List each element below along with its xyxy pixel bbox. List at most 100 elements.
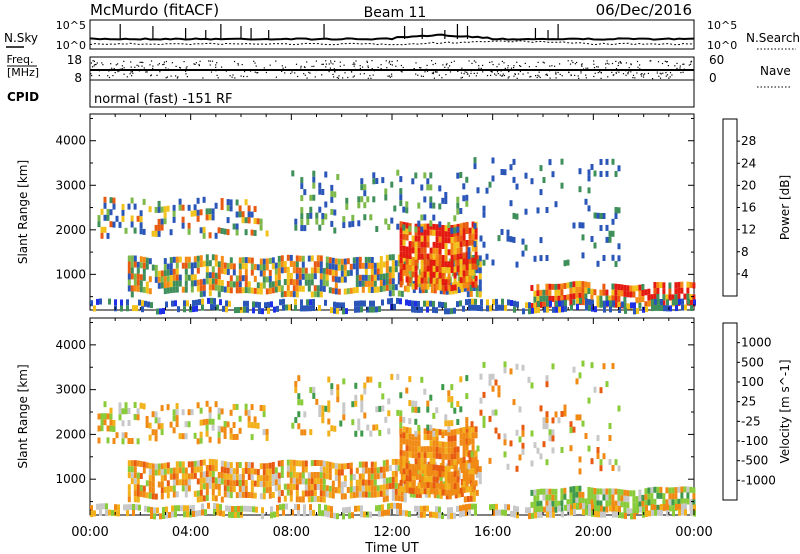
heatmap-cell [199, 495, 203, 502]
heatmap-cell [447, 222, 451, 228]
nave-dot [165, 77, 167, 79]
heatmap-cell [405, 201, 409, 208]
heatmap-cell [361, 491, 365, 498]
heatmap-cell [321, 405, 325, 412]
heatmap-cell [405, 451, 409, 458]
heatmap-cell [259, 405, 263, 411]
heatmap-cell [187, 473, 191, 480]
heatmap-cell [166, 269, 170, 276]
heatmap-cell [186, 511, 189, 518]
heatmap-cell [397, 272, 401, 279]
heatmap-cell [569, 299, 573, 306]
heatmap-cell [456, 446, 460, 453]
heatmap-cell [282, 304, 285, 311]
heatmap-cell [289, 465, 293, 472]
heatmap-cell [429, 470, 433, 477]
heatmap-cell [417, 505, 420, 512]
heatmap-cell [462, 282, 466, 289]
nave-dot [644, 73, 646, 75]
heatmap-cell [201, 298, 204, 305]
heatmap-cell [211, 278, 215, 285]
heatmap-cell [444, 489, 448, 496]
heatmap-cell [156, 507, 159, 514]
heatmap-cell [462, 469, 466, 475]
heatmap-cell [250, 474, 254, 481]
heatmap-cell [367, 280, 371, 287]
heatmap-cell [396, 223, 400, 230]
heatmap-cell [309, 206, 313, 213]
heatmap-cell [100, 226, 104, 233]
heatmap-cell [238, 287, 242, 294]
heatmap-cell [391, 476, 395, 483]
nave-dot [666, 61, 668, 63]
nave-dot [93, 60, 95, 62]
heatmap-cell [343, 270, 347, 277]
heatmap-cell [244, 485, 248, 492]
heatmap-cell [178, 274, 182, 281]
nave-dot [307, 69, 310, 71]
heatmap-cell [361, 479, 365, 486]
heatmap-cell [196, 209, 200, 216]
heatmap-cell [130, 267, 134, 274]
heatmap-cell [265, 428, 269, 435]
heatmap-cell [364, 467, 368, 474]
heatmap-cell [399, 200, 403, 207]
heatmap-cell [414, 226, 418, 233]
heatmap-cell [345, 203, 349, 210]
heatmap-cell [569, 293, 573, 300]
heatmap-cell [573, 509, 576, 515]
heatmap-cell [588, 510, 591, 517]
heatmap-cell [399, 428, 403, 435]
heatmap-cell [590, 294, 594, 301]
heatmap-cell [355, 257, 359, 263]
heatmap-cell [412, 287, 416, 293]
nave-dot [303, 73, 305, 75]
heatmap-cell [551, 447, 555, 454]
freq-strip [89, 56, 695, 81]
heatmap-cell [265, 487, 269, 494]
nave-dot [581, 65, 583, 67]
heatmap-cell [301, 490, 305, 497]
heatmap-cell [435, 464, 439, 471]
nave-dot [551, 65, 553, 67]
heatmap-cell [459, 277, 463, 284]
heatmap-cell [220, 426, 224, 433]
heatmap-cell [261, 308, 264, 315]
heatmap-cell [157, 282, 161, 289]
heatmap-cell [693, 504, 696, 511]
heatmap-cell [307, 255, 311, 262]
heatmap-cell [363, 300, 366, 307]
heatmap-cell [382, 472, 386, 479]
heatmap-cell [459, 265, 463, 272]
nave-dot [170, 75, 172, 77]
nave-dot [372, 74, 374, 76]
nave-dot [600, 77, 602, 79]
heatmap-cell [587, 169, 591, 176]
nave-dot [435, 69, 437, 71]
heatmap-cell [417, 241, 421, 248]
heatmap-cell [406, 286, 410, 293]
heatmap-cell [666, 299, 669, 306]
heatmap-cell [300, 429, 304, 436]
heatmap-cell [229, 287, 233, 294]
heatmap-cell [441, 513, 444, 519]
heatmap-cell [530, 501, 534, 508]
heatmap-cell [468, 233, 472, 240]
heatmap-cell [570, 509, 573, 516]
heatmap-cell [127, 472, 131, 479]
heatmap-cell [148, 462, 152, 469]
nave-dot [614, 69, 616, 71]
heatmap-cell [623, 507, 627, 514]
heatmap-cell [223, 491, 227, 498]
heatmap-cell [270, 512, 273, 519]
heatmap-cell [462, 305, 465, 312]
heatmap-cell [379, 472, 383, 479]
heatmap-cell [557, 500, 561, 507]
nave-dot [400, 70, 402, 72]
heatmap-cell [453, 230, 457, 237]
heatmap-cell [597, 505, 600, 512]
heatmap-cell [145, 462, 149, 469]
nave-dot [444, 66, 446, 68]
heatmap-cell [457, 275, 461, 281]
heatmap-cell [447, 249, 451, 256]
